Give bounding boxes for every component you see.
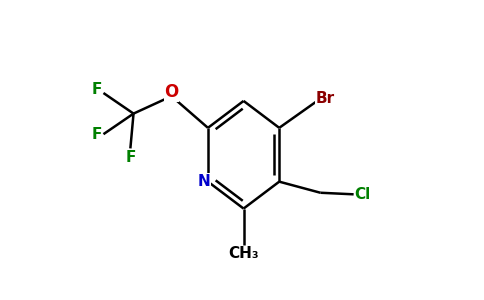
Text: O: O	[165, 83, 179, 101]
Text: N: N	[198, 174, 211, 189]
Text: Br: Br	[316, 91, 335, 106]
Text: F: F	[125, 150, 136, 165]
Text: F: F	[91, 127, 102, 142]
Text: CH₃: CH₃	[228, 246, 259, 261]
Text: Cl: Cl	[354, 187, 371, 202]
Text: F: F	[91, 82, 102, 97]
